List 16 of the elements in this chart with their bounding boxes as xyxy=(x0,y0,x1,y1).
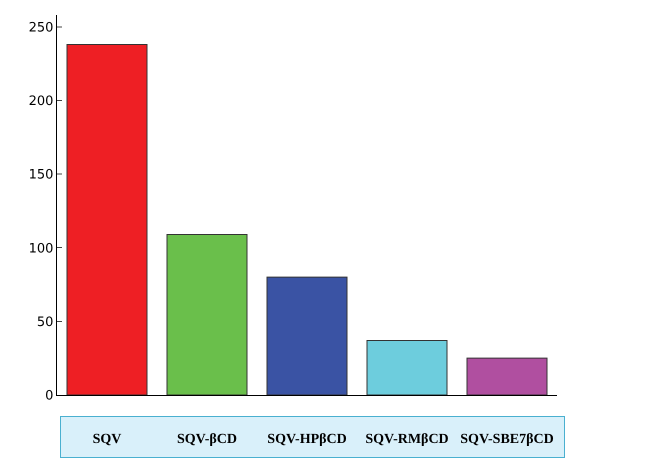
x-tick-label: SQV-βCD xyxy=(176,432,238,447)
y-tick-label: 0 xyxy=(45,388,54,404)
y-tick-label: 100 xyxy=(28,241,54,256)
bar xyxy=(366,340,448,395)
y-tick-label: 250 xyxy=(28,20,54,36)
x-tick-label: SQV-RMβCD xyxy=(365,432,449,447)
x-tick-label: SQV-SBE7βCD xyxy=(460,432,554,447)
y-tick-label: 50 xyxy=(36,314,54,330)
x-tick-label: SQV xyxy=(92,432,122,447)
y-tick-label: 200 xyxy=(28,94,54,109)
bar xyxy=(66,44,148,395)
bar xyxy=(266,276,348,395)
x-tick-label: SQV-HPβCD xyxy=(267,432,347,447)
y-tick-label: 150 xyxy=(28,168,54,183)
bar xyxy=(466,358,548,395)
bar xyxy=(166,234,248,395)
